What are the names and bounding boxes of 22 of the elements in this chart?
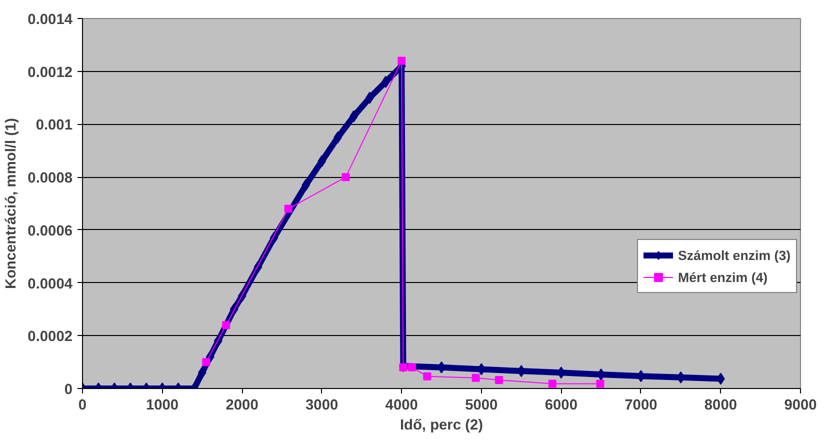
x-tick-label: 6000 xyxy=(544,398,578,414)
legend-label: Mért enzim (4) xyxy=(678,270,768,284)
x-tick-label: 0 xyxy=(78,398,87,414)
y-tick-label: 0.0002 xyxy=(28,329,72,346)
y-tick-label: 0.0012 xyxy=(28,64,72,81)
y-tick-label: 0.0004 xyxy=(28,276,74,292)
y-tick-label: 0.001 xyxy=(36,118,73,134)
x-tick-label: 9000 xyxy=(784,398,817,414)
y-tick-label: 0.0006 xyxy=(28,223,72,240)
x-tick-label: 1000 xyxy=(146,398,179,414)
x-tick-label: 2000 xyxy=(226,398,258,414)
y-tick-label: 0 xyxy=(64,382,73,398)
x-tick-label: 7000 xyxy=(624,398,658,414)
x-tick-label: 4000 xyxy=(385,398,418,414)
x-tick-label: 3000 xyxy=(306,398,338,414)
x-tick-label: 5000 xyxy=(465,398,498,414)
x-axis-title: Idő, perc (2) xyxy=(400,418,484,434)
x-tick-label: 8000 xyxy=(704,398,738,414)
y-axis-title: Koncentráció, mmol/l (1) xyxy=(4,118,20,290)
y-tick-label: 0.0014 xyxy=(28,12,74,28)
legend-label: Számolt enzim (3) xyxy=(678,248,791,262)
y-tick-label: 0.0008 xyxy=(28,170,72,187)
